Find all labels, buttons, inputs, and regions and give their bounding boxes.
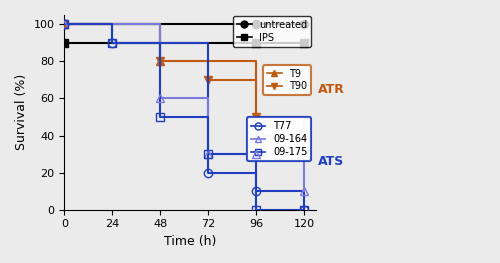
- Text: ATS: ATS: [318, 155, 344, 168]
- Text: ATR: ATR: [318, 83, 344, 97]
- Y-axis label: Survival (%): Survival (%): [15, 74, 28, 150]
- Legend: T77, 09-164, 09-175: T77, 09-164, 09-175: [247, 117, 312, 161]
- X-axis label: Time (h): Time (h): [164, 235, 216, 248]
